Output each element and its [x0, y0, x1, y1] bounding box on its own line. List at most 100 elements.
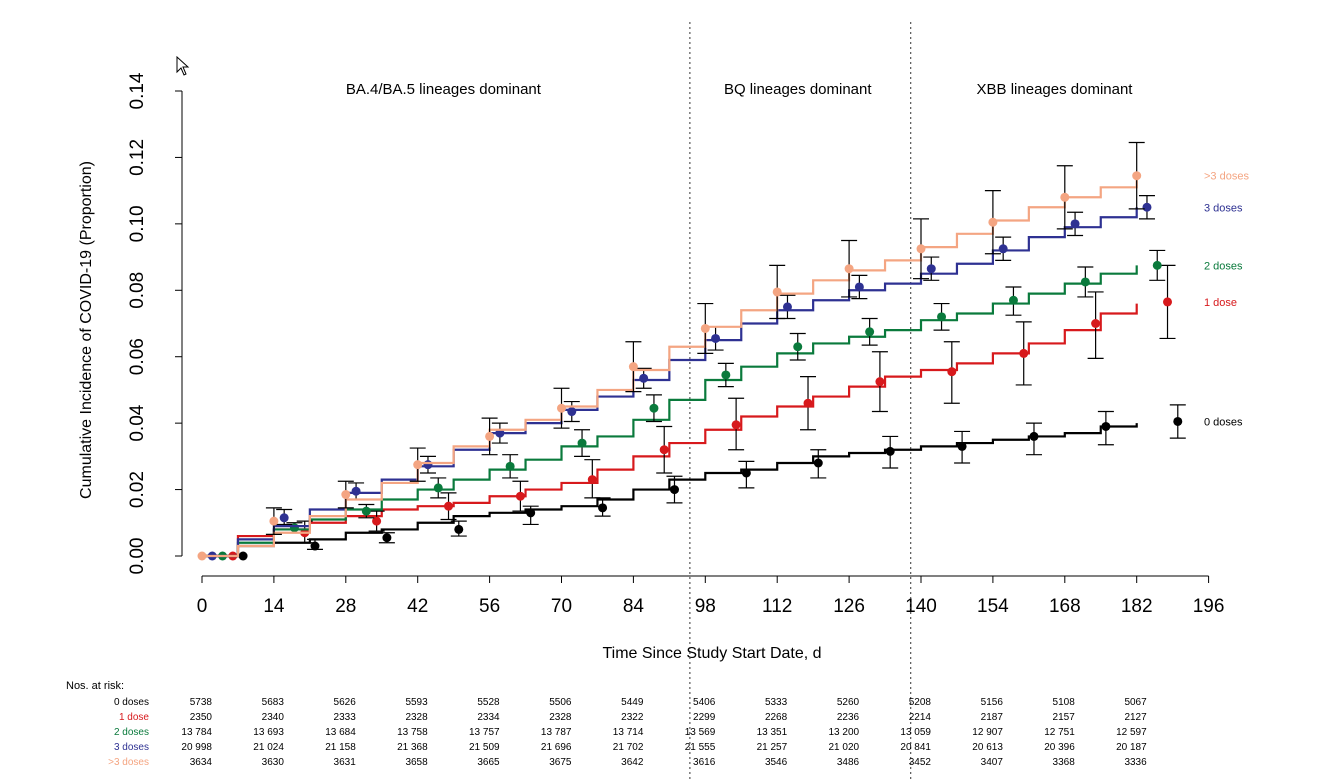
risk-cell: 3616 — [693, 757, 716, 768]
risk-cell: 2214 — [909, 712, 932, 723]
data-point — [937, 312, 947, 322]
risk-cell: 13 714 — [613, 727, 644, 738]
risk-cell: 3486 — [837, 757, 860, 768]
y-tick-label: 0.12 — [127, 139, 148, 176]
series-group — [197, 141, 1145, 561]
risk-cell: 13 787 — [541, 727, 572, 738]
data-point — [1029, 431, 1039, 441]
risk-cell: 13 059 — [900, 727, 931, 738]
risk-cell: 20 396 — [1044, 742, 1075, 753]
data-point — [515, 491, 525, 501]
y-tick-label: 0.06 — [127, 338, 148, 375]
risk-cell: 21 158 — [325, 742, 356, 753]
risk-cell: 5528 — [477, 697, 500, 708]
series-end-label: 1 dose — [1204, 297, 1237, 309]
risk-cell: 2157 — [1053, 712, 1076, 723]
x-tick-label: 112 — [762, 596, 792, 617]
data-point — [269, 516, 279, 526]
risk-cell: 5683 — [262, 697, 285, 708]
data-point — [865, 327, 875, 337]
risk-cell: 13 569 — [685, 727, 716, 738]
data-point — [885, 446, 895, 456]
risk-cell: 2187 — [981, 712, 1004, 723]
series-line — [202, 265, 1138, 558]
data-point — [803, 398, 813, 408]
risk-table: Nos. at risk: 0 doses 5738 5683 5626 5593 5528… — [66, 680, 1147, 768]
risk-cell: 2236 — [837, 712, 860, 723]
risk-cell: 13 757 — [469, 727, 500, 738]
data-point — [587, 475, 597, 485]
data-point — [1091, 319, 1101, 328]
data-point — [926, 264, 936, 274]
data-point — [372, 516, 382, 526]
data-point — [628, 362, 638, 372]
data-point — [197, 551, 207, 561]
data-point — [361, 506, 371, 516]
data-point — [1142, 202, 1152, 212]
data-point — [731, 420, 741, 430]
risk-cell: 20 187 — [1116, 742, 1147, 753]
data-point — [844, 264, 854, 274]
risk-cell: 13 758 — [397, 727, 428, 738]
x-tick-label: 84 — [623, 596, 645, 617]
risk-cell: 5067 — [1124, 697, 1147, 708]
risk-cell: 20 841 — [900, 742, 931, 753]
risk-cell: 2299 — [693, 712, 716, 723]
risk-cell: 5333 — [765, 697, 788, 708]
risk-cell: 3665 — [477, 757, 500, 768]
period-label: BA.4/BA.5 lineages dominant — [346, 81, 542, 98]
data-point — [700, 323, 710, 333]
x-tick-label: 126 — [833, 596, 865, 617]
period-markers: BA.4/BA.5 lineages dominant BQ lineages d… — [346, 22, 1133, 781]
y-tick-label: 0.00 — [127, 538, 148, 575]
risk-cell: 3407 — [981, 757, 1004, 768]
data-point — [505, 461, 515, 471]
risk-cell: 21 020 — [829, 742, 860, 753]
data-point — [1080, 277, 1090, 287]
x-tick-label: 196 — [1193, 596, 1225, 617]
data-point — [382, 533, 392, 543]
x-tick-label: 42 — [407, 596, 428, 617]
x-tick-label: 140 — [905, 596, 937, 617]
data-point — [1152, 260, 1162, 270]
x-tick-label: 56 — [479, 596, 500, 617]
data-point — [998, 244, 1008, 254]
data-point — [772, 287, 782, 297]
risk-cell: 5156 — [981, 697, 1004, 708]
risk-row-label: 3 doses — [114, 742, 149, 753]
data-point — [310, 541, 320, 551]
data-point — [649, 403, 659, 413]
data-point — [526, 508, 536, 518]
data-point — [1008, 295, 1018, 305]
data-point — [1070, 219, 1080, 229]
y-tick-label: 0.02 — [127, 471, 148, 508]
risk-table-title: Nos. at risk: — [66, 680, 124, 692]
data-point — [813, 458, 823, 468]
risk-cell: 21 368 — [397, 742, 428, 753]
y-tick-label: 0.04 — [127, 404, 148, 441]
risk-row-label: 1 dose — [119, 712, 149, 723]
data-point — [721, 370, 731, 380]
data-point — [238, 551, 248, 561]
risk-cell: 2340 — [262, 712, 285, 723]
data-point — [413, 460, 423, 470]
risk-cell: 12 907 — [972, 727, 1003, 738]
x-tick-label: 14 — [263, 596, 285, 617]
risk-cell: 2334 — [477, 712, 500, 723]
x-tick-label: 70 — [551, 596, 572, 617]
y-tick-label: 0.14 — [127, 72, 148, 109]
risk-cell: 20 998 — [181, 742, 212, 753]
risk-cell: 21 024 — [253, 742, 284, 753]
data-point — [947, 367, 957, 377]
risk-cell: 2322 — [621, 712, 644, 723]
risk-cell: 3546 — [765, 757, 788, 768]
x-tick-label: 182 — [1121, 596, 1153, 617]
y-tick-label: 0.10 — [127, 205, 148, 242]
x-tick-label: 168 — [1049, 596, 1081, 617]
risk-cell: 21 702 — [613, 742, 644, 753]
risk-cell: 13 684 — [325, 727, 356, 738]
data-point — [279, 513, 289, 523]
risk-cell: 3630 — [262, 757, 285, 768]
risk-cell: 12 751 — [1044, 727, 1075, 738]
